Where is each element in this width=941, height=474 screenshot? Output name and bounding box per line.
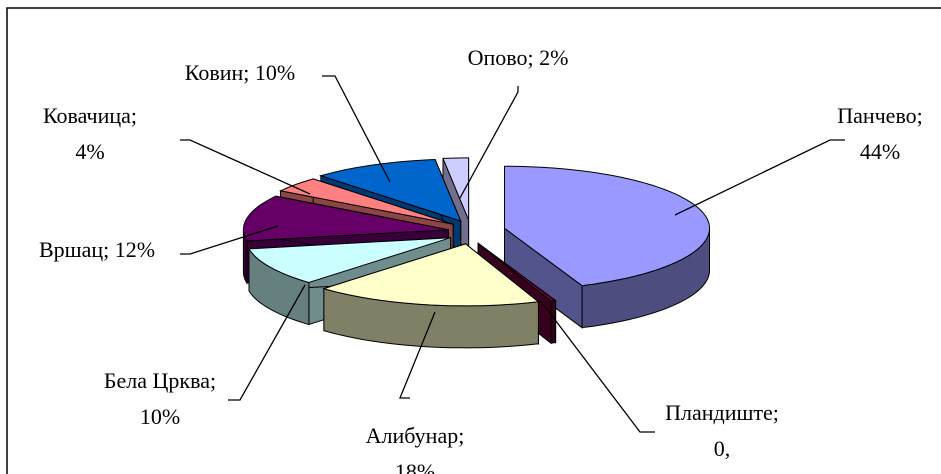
slice [248,237,451,284]
slice [442,157,470,221]
slice [322,243,540,307]
slice [319,158,462,222]
data-label: Вршац; 12% [39,237,155,262]
data-label: Пландиште; 0, [665,400,779,461]
label-line: Алибунар; [366,423,465,448]
leader-line [459,86,519,199]
chart-border [6,7,941,474]
data-label: Ковачица; 4% [43,103,137,164]
leader-line [228,284,306,401]
data-label: Алибунар; 18% [366,423,465,474]
data-label: Опово; 2% [468,45,569,70]
label-line: Опово; 2% [468,45,569,70]
label-line: 0, [714,436,731,461]
label-line: 4% [75,139,104,164]
data-label: Панчево; 44% [837,103,923,164]
leader-line [322,75,391,183]
slice [477,242,557,302]
leader-line [180,225,279,255]
slice [278,178,454,225]
label-line: Пландиште; [665,400,779,425]
data-label: Бела Црква; 10% [104,368,216,429]
label-line: Бела Црква; [104,368,216,393]
label-line: Панчево; [837,103,923,128]
slice [504,165,710,287]
slice [242,195,449,242]
leader-line [539,299,655,433]
leader-line [674,139,845,216]
slice-wall [550,300,557,344]
label-line: 44% [860,139,900,164]
label-line: Ковачица; [43,103,137,128]
leader-line [180,139,311,195]
data-label: Ковин; 10% [185,60,295,85]
leader-line [399,311,436,399]
label-line: Ковин; 10% [185,60,295,85]
label-line: Вршац; 12% [39,237,155,262]
label-line: 18% [395,459,435,474]
label-line: 10% [140,404,180,429]
